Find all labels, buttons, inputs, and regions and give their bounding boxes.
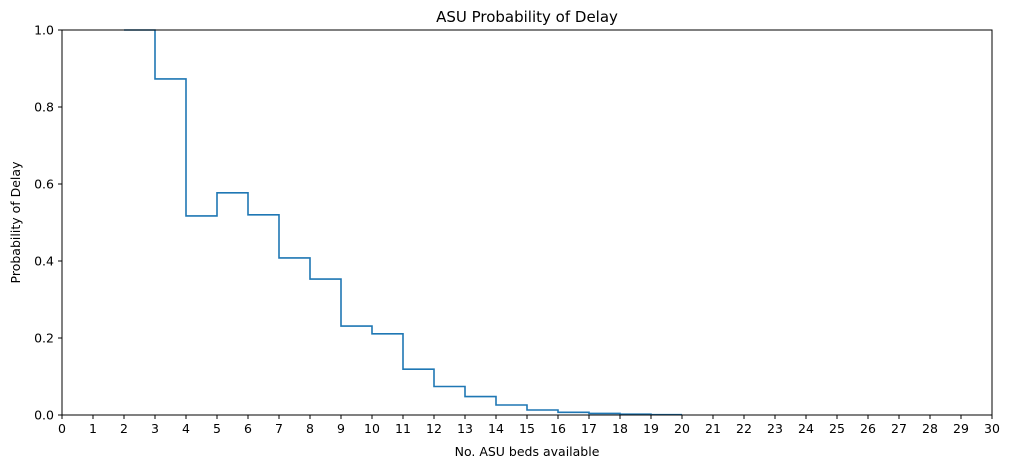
x-tick-label: 14 (488, 421, 504, 436)
chart-title: ASU Probability of Delay (436, 8, 618, 26)
y-tick-label: 0.6 (34, 177, 54, 192)
x-tick-label: 3 (151, 421, 159, 436)
x-tick-label: 29 (953, 421, 969, 436)
x-tick-label: 0 (58, 421, 66, 436)
x-tick-label: 2 (120, 421, 128, 436)
x-tick-label: 27 (891, 421, 907, 436)
x-tick-label: 26 (860, 421, 876, 436)
x-tick-label: 4 (182, 421, 190, 436)
x-tick-label: 9 (337, 421, 345, 436)
x-tick-label: 19 (643, 421, 659, 436)
x-axis-label: No. ASU beds available (455, 444, 600, 459)
y-tick-label: 0.8 (34, 100, 54, 115)
x-tick-label: 17 (581, 421, 597, 436)
x-tick-label: 20 (674, 421, 690, 436)
series-step-line (124, 29, 682, 416)
x-tick-label: 22 (736, 421, 752, 436)
y-tick-label: 0.4 (34, 254, 54, 269)
y-tick-label: 0.0 (34, 408, 54, 423)
x-tick-label: 5 (213, 421, 221, 436)
x-tick-label: 16 (550, 421, 566, 436)
x-tick-label: 8 (306, 421, 314, 436)
y-tick-label: 0.2 (34, 331, 54, 346)
y-axis-label: Probability of Delay (8, 161, 23, 284)
x-tick-label: 28 (922, 421, 938, 436)
x-tick-label: 15 (519, 421, 535, 436)
x-tick-label: 24 (798, 421, 814, 436)
x-tick-label: 25 (829, 421, 845, 436)
x-tick-label: 18 (612, 421, 628, 436)
y-tick-label: 1.0 (34, 23, 54, 38)
x-tick-label: 21 (705, 421, 721, 436)
x-tick-label: 7 (275, 421, 283, 436)
x-tick-label: 23 (767, 421, 783, 436)
x-tick-label: 12 (426, 421, 442, 436)
x-tick-label: 6 (244, 421, 252, 436)
x-tick-label: 11 (395, 421, 411, 436)
x-tick-label: 13 (457, 421, 473, 436)
axis-ticks: 0 1 2 3 4 5 6 7 8 9 10 11 12 13 14 15 16 17 18 19 20 21 22 23 24… (34, 23, 1000, 437)
x-tick-label: 10 (364, 421, 380, 436)
series-layer (124, 29, 682, 416)
x-tick-label: 30 (984, 421, 1000, 436)
plot-frame (61, 29, 993, 416)
x-tick-label: 1 (89, 421, 97, 436)
